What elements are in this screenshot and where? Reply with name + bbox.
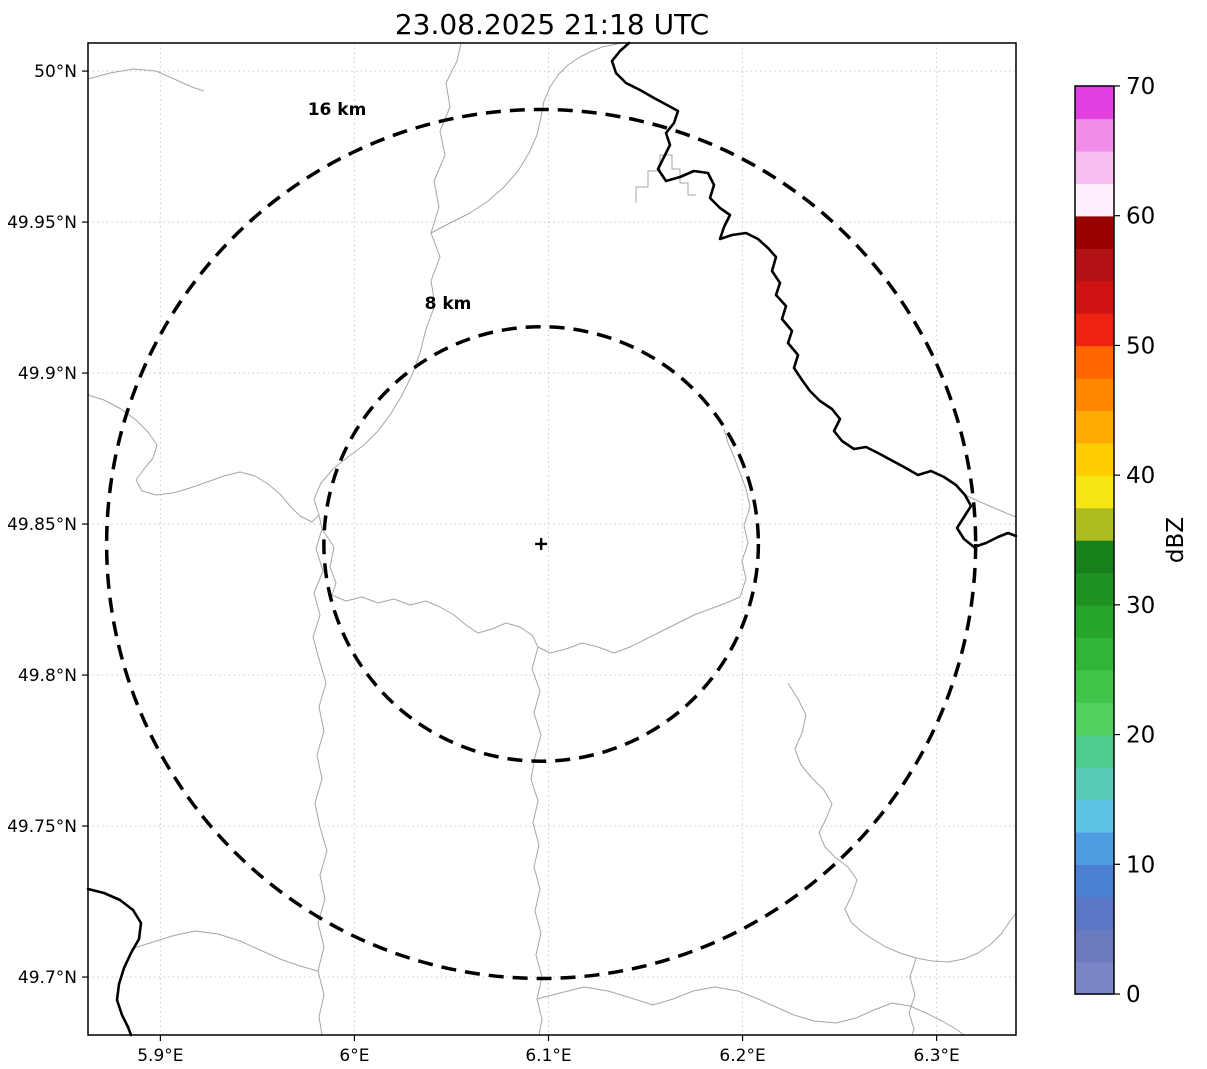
- boundary-line: [964, 494, 1017, 518]
- x-tick-label: 6.3°E: [913, 1046, 959, 1066]
- colorbar-segment: [1075, 734, 1114, 768]
- colorbar-segment: [1075, 442, 1114, 476]
- x-tick-label: 6°E: [339, 1046, 369, 1066]
- chart-title: 23.08.2025 21:18 UTC: [395, 8, 709, 41]
- x-tick-label: 6.1°E: [525, 1046, 571, 1066]
- x-tick-label: 6.2°E: [719, 1046, 765, 1066]
- boundary-line: [321, 528, 741, 654]
- boundary-line: [635, 154, 696, 203]
- colorbar-tick-label: 30: [1126, 593, 1155, 619]
- colorbar-segment: [1075, 604, 1114, 638]
- colorbar-segment: [1075, 183, 1114, 217]
- y-tick-label: 49.75°N: [7, 817, 77, 837]
- plot-border: [87, 42, 1017, 1036]
- colorbar-segment: [1075, 377, 1114, 411]
- colorbar-segment: [1075, 669, 1114, 703]
- radar-site-marker: [535, 537, 548, 550]
- colorbar-segment: [1075, 702, 1114, 736]
- boundary-line: [87, 394, 320, 523]
- colorbar: 0 10 20 30 40 50 60 70: [1074, 74, 1155, 1008]
- colorbar-segment: [1075, 150, 1114, 184]
- river-line: [610, 41, 1018, 549]
- boundary-line: [787, 682, 1017, 963]
- range-ring-8km: [322, 324, 761, 763]
- y-tick-label: 49.7°N: [18, 968, 77, 988]
- y-tick-label: 50°N: [34, 62, 77, 82]
- y-tick-label: 49.85°N: [7, 515, 77, 535]
- colorbar-segment: [1075, 345, 1114, 379]
- colorbar-segment: [1075, 864, 1114, 898]
- colorbar-tick-label: 60: [1126, 204, 1155, 230]
- colorbar-border: [1074, 85, 1115, 995]
- colorbar-segment: [1075, 215, 1114, 249]
- river-line: [86, 887, 143, 1037]
- colorbar-segment: [1075, 313, 1114, 347]
- boundary-line: [723, 428, 751, 598]
- axes-layer: 5.9°E 6°E 6.1°E 6.2°E 6.3°E 49.7°N 49.75°N 49.8…: [7, 62, 960, 1066]
- colorbar-segment: [1075, 767, 1114, 801]
- colorbar-segment: [1075, 507, 1114, 541]
- colorbar-segment: [1075, 572, 1114, 606]
- boundary-line: [312, 42, 462, 1036]
- range-ring-16km: [104, 107, 978, 981]
- colorbar-segment: [1075, 540, 1114, 574]
- boundary-line: [908, 957, 917, 1036]
- colorbar-tick-label: 70: [1126, 74, 1155, 100]
- colorbar-segment: [1075, 280, 1114, 314]
- x-tick-label: 5.9°E: [137, 1046, 183, 1066]
- grid-layer: [88, 43, 1016, 1035]
- y-tick-label: 49.95°N: [7, 213, 77, 233]
- y-tick-label: 49.9°N: [18, 364, 77, 384]
- y-tick-label: 49.8°N: [18, 666, 77, 686]
- colorbar-unit-label: dBZ: [1163, 517, 1189, 563]
- boundary-line: [536, 986, 965, 1036]
- colorbar-segment: [1075, 410, 1114, 444]
- boundary-line: [87, 68, 205, 92]
- colorbar-tick-label: 20: [1126, 723, 1155, 749]
- boundary-line: [130, 930, 319, 972]
- colorbar-tick-label: 0: [1126, 982, 1141, 1008]
- range-rings-layer: 16 km 8 km: [104, 100, 978, 981]
- colorbar-segment: [1075, 831, 1114, 865]
- colorbar-tick-label: 10: [1126, 852, 1155, 878]
- range-ring-label: 16 km: [308, 100, 367, 120]
- colorbar-segment: [1075, 929, 1114, 963]
- colorbar-segment: [1075, 248, 1114, 282]
- colorbar-segment: [1075, 961, 1114, 995]
- colorbar-tick-label: 40: [1126, 463, 1155, 489]
- colorbar-segment: [1075, 475, 1114, 509]
- colorbar-tick-label: 50: [1126, 333, 1155, 359]
- colorbar-segment: [1075, 896, 1114, 930]
- colorbar-segment: [1075, 637, 1114, 671]
- range-ring-label: 8 km: [425, 294, 472, 314]
- colorbar-segment: [1075, 799, 1114, 833]
- map-layer: [86, 41, 1018, 1037]
- colorbar-segment: [1075, 118, 1114, 152]
- colorbar-segment: [1075, 86, 1114, 120]
